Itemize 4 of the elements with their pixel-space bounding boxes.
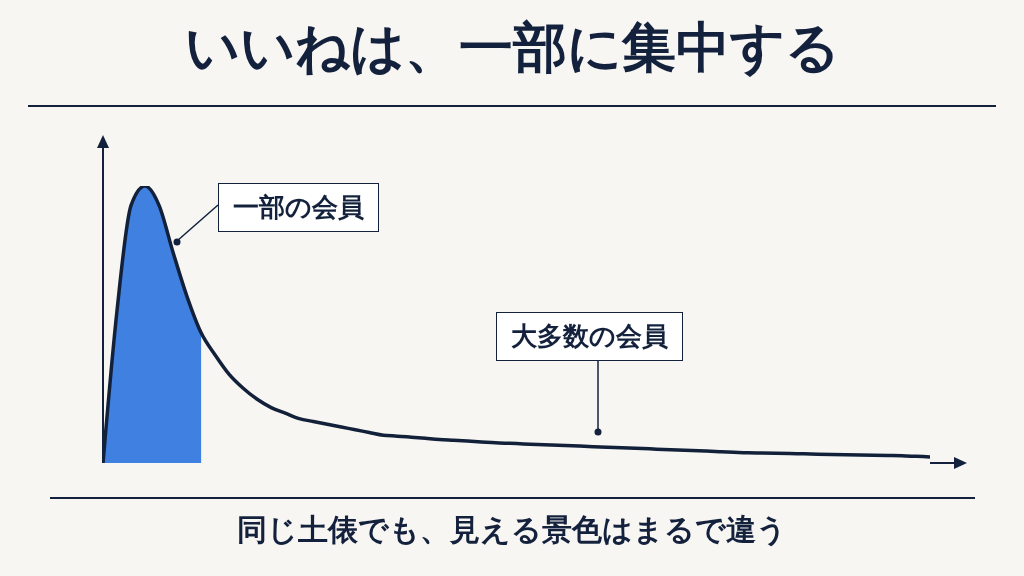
annotation: 一部の会員 [218,183,379,232]
annotation: 大多数の会員 [496,312,683,361]
text: 同じ土俵でも、見える景色はまるで違う [236,511,788,549]
chart-title: いいねは、一部に集中する [183,15,841,81]
